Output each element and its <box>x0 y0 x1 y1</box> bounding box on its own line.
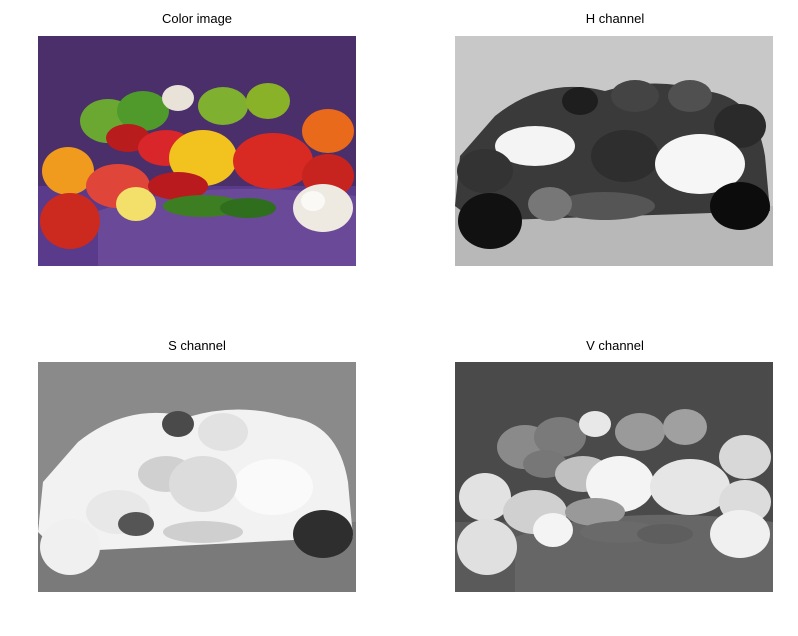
v-channel-title: V channel <box>586 338 644 353</box>
v-channel-grayscale <box>455 362 773 592</box>
h-channel-grayscale <box>455 36 773 266</box>
color-peppers-photo <box>38 36 356 266</box>
s-channel-image <box>38 362 356 592</box>
s-channel-grayscale <box>38 362 356 592</box>
color-image-title: Color image <box>161 11 233 26</box>
s-channel-title: S channel <box>168 338 226 353</box>
color-image <box>38 36 356 266</box>
h-channel-image <box>455 36 773 266</box>
h-channel-title: H channel <box>585 11 645 26</box>
v-channel-image <box>455 362 773 592</box>
